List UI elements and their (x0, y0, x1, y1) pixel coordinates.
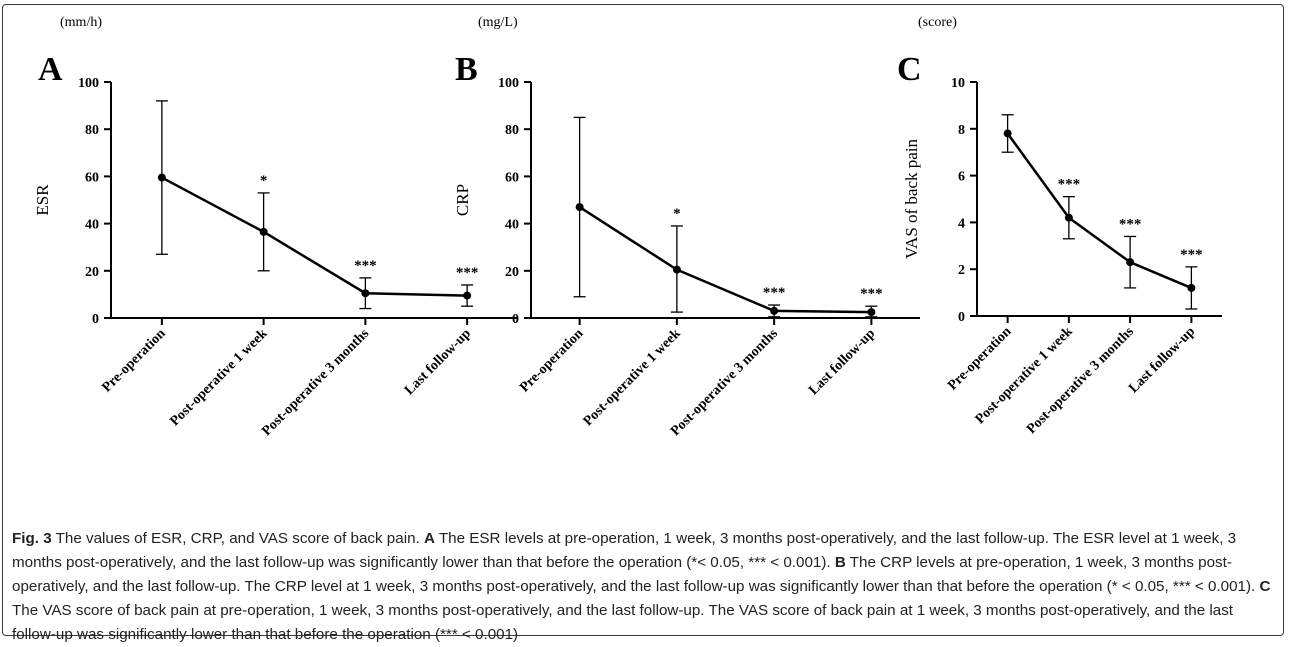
chart-a-x-category-label: Post-operative 3 months (259, 326, 372, 439)
caption-c-label: C (1259, 578, 1271, 595)
caption-lead: The values of ESR, CRP, and VAS score of… (51, 530, 424, 547)
caption-a-text: The ESR levels at pre-operation, 1 week,… (12, 530, 1237, 571)
figure-caption: Fig. 3 The values of ESR, CRP, and VAS s… (12, 527, 1274, 647)
chart-a-significance-mark: *** (354, 258, 377, 274)
chart-b-data-point (575, 203, 584, 212)
chart-a-data-point (361, 289, 370, 298)
chart-c-panel-letter: C (897, 51, 922, 88)
chart-c-data-point (1064, 213, 1073, 222)
chart-c-significance-mark: *** (1058, 177, 1081, 193)
chart-b-x-category-label: Pre-operation (517, 326, 586, 395)
chart-c-data-point (1126, 258, 1135, 267)
chart-a-data-point (463, 291, 472, 300)
chart-c-y-tick-label: 6 (958, 170, 965, 185)
caption-fig-label: Fig. 3 (12, 530, 52, 547)
chart-a-x-category-label: Pre-operation (99, 326, 168, 395)
chart-b-x-category-label: Post-operative 1 week (581, 326, 684, 429)
chart-b-unit-label: (mg/L) (478, 15, 518, 30)
chart-b-y-tick-label: 80 (505, 123, 519, 138)
chart-c-y-tick-label: 0 (958, 310, 965, 325)
figure-frame (2, 4, 1284, 636)
chart-a-series-line (161, 176, 468, 297)
chart-c-significance-mark: *** (1119, 216, 1142, 232)
chart-a-y-tick-label: 60 (85, 170, 99, 185)
chart-b-y-axis-label: CRP (453, 184, 472, 216)
chart-b-y-tick-label: 40 (505, 218, 519, 233)
chart-b-y-tick-label: 100 (498, 76, 519, 91)
chart-c-x-category-label: Post-operative 3 months (1024, 324, 1137, 437)
chart-b-x-category-label: Post-operative 3 months (668, 326, 781, 439)
chart-c-significance-mark: *** (1180, 247, 1203, 263)
chart-a-y-tick-label: 80 (85, 123, 99, 138)
chart-a-y-axis-label: ESR (33, 184, 52, 216)
caption-a-label: A (423, 530, 435, 547)
charts-area: A(mm/h)020406080100ESRPre-operationPost-… (33, 15, 1222, 439)
chart-c-x-category-label: Last follow-up (1126, 324, 1198, 396)
chart-b-data-point (770, 306, 779, 315)
chart-a-y-tick-label: 20 (85, 265, 99, 280)
chart-b-significance-mark: *** (763, 285, 786, 301)
chart-c-data-point (1187, 283, 1196, 292)
caption-b-text: The CRP levels at pre-operation, 1 week,… (12, 554, 1260, 595)
chart-c-y-tick-label: 4 (958, 216, 965, 231)
chart-a-x-category-label: Post-operative 1 week (167, 326, 270, 429)
chart-a-data-point (259, 227, 268, 236)
chart-a-y-tick-label: 40 (85, 218, 99, 233)
chart-a-y-tick-label: 0 (92, 312, 99, 327)
chart-b-series-line (578, 206, 872, 314)
chart-a-significance-mark: *** (456, 265, 479, 281)
chart-c-y-tick-label: 8 (958, 123, 965, 138)
chart-b-y-tick-label: 20 (505, 265, 519, 280)
caption-b-label: B (834, 554, 846, 571)
chart-a-unit-label: (mm/h) (60, 15, 102, 30)
chart-c-data-point (1003, 129, 1012, 138)
chart-a-x-category-label: Last follow-up (402, 326, 474, 398)
chart-b-data-point (672, 265, 681, 274)
chart-b-significance-mark: * (673, 206, 681, 222)
chart-a-panel-letter: A (38, 51, 63, 88)
chart-b-significance-mark: *** (860, 286, 883, 302)
chart-c-y-tick-label: 10 (951, 76, 965, 91)
chart-a-y-tick-label: 100 (78, 76, 99, 91)
chart-b-data-point (867, 308, 876, 317)
caption-c-text: The VAS score of back pain at pre-operat… (12, 602, 1234, 643)
chart-b-x-category-label: Last follow-up (806, 326, 878, 398)
chart-a-data-point (157, 173, 166, 182)
chart-b-panel-letter: B (455, 51, 478, 88)
chart-c-y-axis-label: VAS of back pain (902, 138, 921, 259)
chart-c-series-line (1006, 132, 1192, 290)
chart-c-unit-label: (score) (918, 15, 957, 30)
chart-c-y-tick-label: 2 (958, 263, 965, 278)
chart-b-y-tick-label: 0 (512, 312, 519, 327)
chart-b-y-tick-label: 60 (505, 170, 519, 185)
chart-a-significance-mark: * (260, 173, 268, 189)
chart-c-x-category-label: Pre-operation (945, 324, 1014, 393)
